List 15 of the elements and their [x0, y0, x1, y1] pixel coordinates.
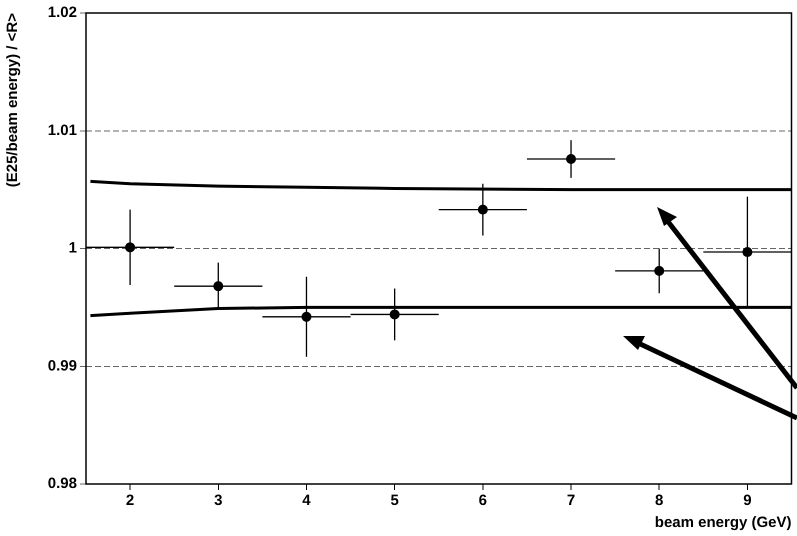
y-tick-label: 1.01: [48, 122, 77, 139]
y-tick-label: 1: [68, 240, 77, 257]
y-tick-label: 0.99: [48, 357, 77, 374]
y-tick-label: 0.98: [48, 475, 77, 492]
x-tick-label: 9: [743, 492, 752, 510]
y-axis-title: (E25/beam energy) / <R>: [4, 12, 22, 188]
x-tick-label: 2: [126, 492, 134, 510]
x-axis-title: beam energy (GeV): [654, 514, 792, 532]
x-tick-label: 6: [478, 492, 488, 510]
x-tick-label: 5: [390, 492, 399, 510]
x-tick-label: 7: [566, 492, 576, 510]
x-tick-label: 4: [302, 492, 312, 510]
x-tick-label: 3: [214, 492, 222, 510]
x-tick-label: 8: [655, 492, 664, 510]
y-tick-label: 1.02: [48, 4, 77, 22]
